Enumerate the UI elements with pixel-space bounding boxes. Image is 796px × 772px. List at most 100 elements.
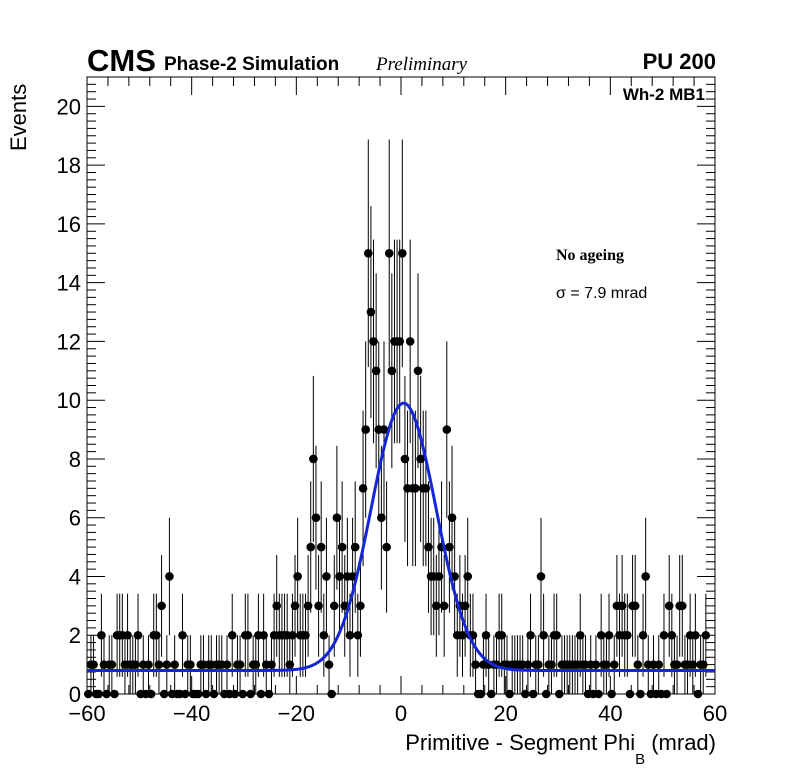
- data-point: [309, 454, 318, 464]
- data-point: [123, 630, 132, 640]
- y-tick-label: 18: [57, 153, 81, 178]
- experiment-label: CMS: [87, 43, 156, 78]
- data-point: [293, 572, 302, 581]
- y-tick-label: 16: [57, 212, 81, 237]
- x-tick-label: 60: [703, 701, 727, 726]
- data-point: [94, 689, 104, 699]
- fit-curve-group: [87, 401, 715, 672]
- data-point: [424, 542, 433, 552]
- data-point: [520, 689, 530, 699]
- data-point: [607, 689, 616, 699]
- data-point: [662, 689, 671, 699]
- y-tick-label: 10: [57, 388, 81, 413]
- data-point: [677, 601, 687, 611]
- data-point: [371, 366, 381, 376]
- data-point: [659, 630, 669, 640]
- data-point: [460, 601, 470, 611]
- y-tick-label: 8: [69, 447, 81, 472]
- data-point: [547, 660, 556, 669]
- x-tick-label: −60: [68, 701, 105, 726]
- data-point: [131, 660, 140, 669]
- data-point: [432, 601, 441, 611]
- data-point: [285, 660, 295, 669]
- data-point: [102, 689, 111, 699]
- data-point: [193, 689, 203, 699]
- data-point: [329, 601, 339, 611]
- data-point: [594, 689, 603, 699]
- data-point: [107, 660, 117, 669]
- data-point: [604, 630, 614, 640]
- x-tick-label: 0: [395, 701, 407, 726]
- data-point: [358, 484, 368, 493]
- y-tick-label: 0: [69, 682, 81, 707]
- data-point: [180, 689, 190, 699]
- y-tick-label: 4: [69, 564, 81, 589]
- data-point: [534, 660, 543, 669]
- x-tick-label: −20: [278, 701, 315, 726]
- data-point: [698, 660, 708, 669]
- data-point: [398, 248, 407, 258]
- data-point: [303, 601, 313, 611]
- data-point: [416, 454, 425, 464]
- region-label: Wh-2 MB1: [623, 85, 705, 104]
- data-point: [654, 660, 664, 669]
- data-point: [311, 513, 321, 523]
- data-point: [413, 366, 423, 376]
- y-tick-label: 12: [57, 329, 81, 354]
- data-point: [434, 572, 444, 581]
- data-point: [591, 660, 601, 669]
- data-point: [251, 660, 261, 669]
- data-point: [633, 660, 643, 669]
- data-point: [290, 601, 300, 611]
- data-point: [264, 689, 274, 699]
- data-point: [421, 484, 431, 493]
- y-axis: 0 2 4 6 8 10 12 14 16 18 20: [57, 76, 715, 707]
- data-point: [243, 630, 253, 640]
- data-point: [324, 660, 334, 669]
- y-tick-label: 20: [57, 94, 81, 119]
- data-point: [497, 630, 507, 640]
- data-point: [209, 689, 219, 699]
- data-point: [235, 660, 245, 669]
- data-point: [256, 689, 266, 699]
- data-point: [617, 601, 627, 611]
- legend-condition: No ageing: [556, 247, 624, 264]
- data-point: [458, 630, 467, 640]
- y-tick-label: 6: [69, 506, 81, 531]
- data-point: [439, 601, 449, 611]
- data-point: [186, 660, 195, 669]
- data-point: [539, 630, 548, 640]
- data-point: [335, 572, 344, 581]
- data-point: [230, 689, 240, 699]
- subtitle-label: Phase-2 Simulation: [164, 54, 339, 75]
- data-point: [693, 689, 703, 699]
- data-point: [672, 660, 682, 669]
- y-tick-label: 2: [69, 623, 81, 648]
- data-point: [337, 542, 347, 552]
- x-tick-label: −40: [173, 701, 210, 726]
- data-point: [259, 630, 268, 640]
- data-point: [641, 572, 650, 581]
- data-point: [445, 542, 454, 552]
- data-point: [159, 689, 169, 699]
- data-point: [144, 660, 153, 669]
- data-point: [701, 630, 711, 640]
- data-point: [322, 572, 331, 581]
- data-point: [363, 248, 373, 258]
- data-point: [411, 484, 420, 493]
- data-point: [630, 601, 640, 611]
- data-point: [505, 689, 514, 699]
- legend-resolution: σ = 7.9 mrad: [556, 285, 647, 302]
- data-point: [246, 689, 255, 699]
- data-point: [602, 660, 611, 669]
- data-point: [366, 307, 376, 317]
- data-point: [288, 630, 297, 640]
- data-point: [664, 601, 674, 611]
- data-point: [691, 630, 700, 640]
- data-point: [536, 572, 546, 581]
- x-axis-title-main: Primitive - Segment Phi: [405, 730, 635, 755]
- data-point: [636, 689, 645, 699]
- data-point: [667, 630, 677, 640]
- data-point: [97, 630, 106, 640]
